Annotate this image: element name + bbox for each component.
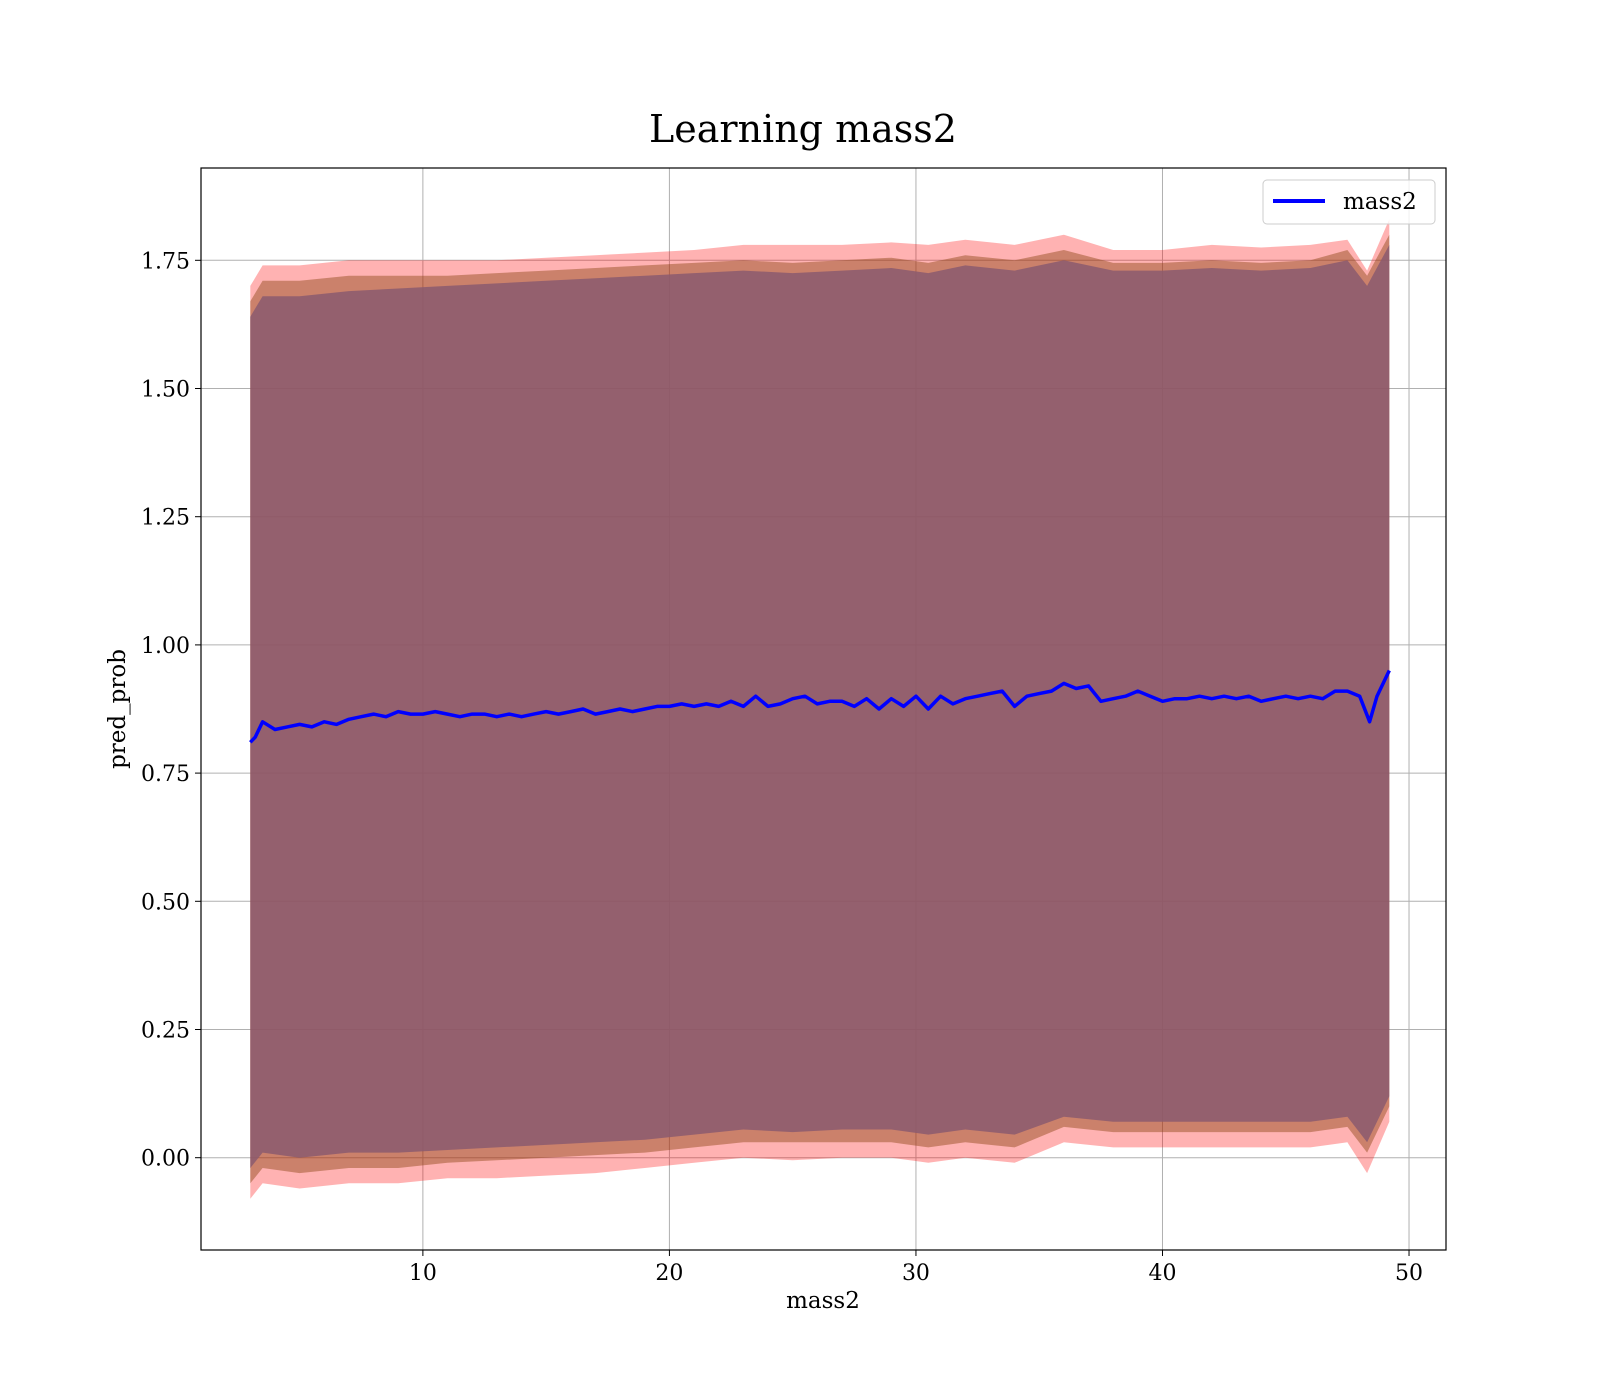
x-tick-label: 40 [1148, 1261, 1176, 1286]
x-tick-label: 10 [409, 1261, 437, 1286]
x-tick-label: 20 [655, 1261, 683, 1286]
x-tick-label: 30 [902, 1261, 930, 1286]
x-tick-label: 50 [1395, 1261, 1423, 1286]
y-tick-label: 0.50 [141, 890, 190, 915]
legend: mass2 [1262, 179, 1436, 225]
legend-label-mass2: mass2 [1343, 189, 1417, 215]
y-tick-label: 1.25 [141, 506, 190, 531]
series-layer [249, 669, 1391, 744]
y-tick-label: 1.00 [141, 634, 190, 659]
y-tick-label: 0.25 [141, 1018, 190, 1043]
y-tick-label: 0.75 [141, 762, 190, 787]
y-tick-label: 1.50 [141, 378, 190, 403]
y-tick-label: 0.00 [141, 1147, 190, 1172]
confidence-band-2 [250, 244, 1390, 1168]
series-line-mass2 [249, 669, 1391, 744]
bands [250, 219, 1390, 1199]
legend-box [1262, 179, 1436, 225]
x-axis-label: mass2 [786, 1288, 860, 1314]
ticks: 10 20 30 40 50 0.00 0.25 0.50 0.75 1.00 1.25 1.50 1.… [141, 249, 1423, 1286]
chart-title: Learning mass2 [649, 107, 957, 151]
y-tick-label: 1.75 [141, 249, 190, 274]
plot-frame [200, 167, 1447, 1251]
y-axis-label: pred_prob [105, 649, 131, 769]
